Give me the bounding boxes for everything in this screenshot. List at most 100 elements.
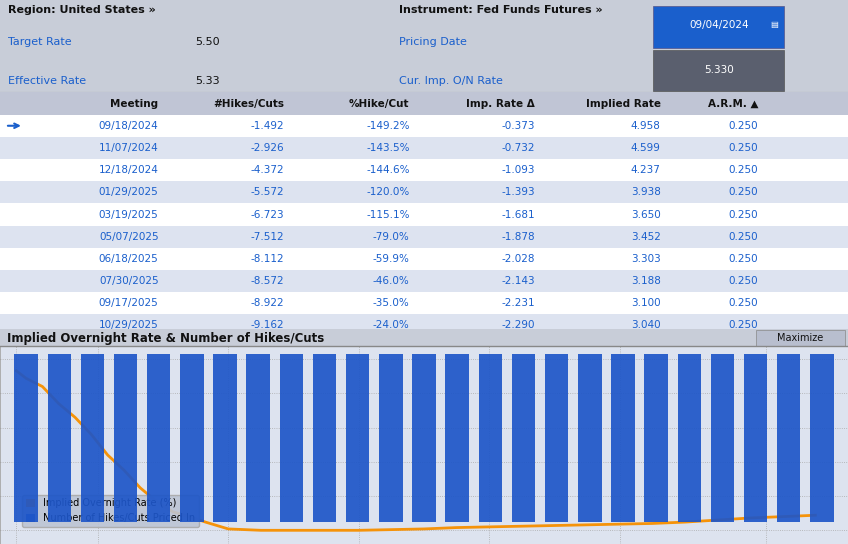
Text: 0.250: 0.250	[728, 165, 758, 175]
Bar	[379, 355, 403, 522]
Text: 5.330: 5.330	[704, 65, 734, 75]
Text: -1.492: -1.492	[250, 121, 284, 131]
FancyBboxPatch shape	[0, 203, 848, 226]
FancyBboxPatch shape	[653, 50, 784, 91]
Text: 4.237: 4.237	[631, 165, 661, 175]
FancyBboxPatch shape	[653, 5, 784, 48]
Text: 3.938: 3.938	[631, 187, 661, 197]
Text: -24.0%: -24.0%	[373, 320, 410, 330]
FancyBboxPatch shape	[0, 181, 848, 203]
Bar	[611, 355, 634, 522]
Bar	[14, 355, 38, 522]
FancyBboxPatch shape	[0, 292, 848, 314]
Text: -0.732: -0.732	[501, 143, 535, 153]
Text: 09/04/2024: 09/04/2024	[689, 20, 749, 30]
Text: -8.922: -8.922	[250, 298, 284, 308]
Text: 5.50: 5.50	[195, 37, 220, 47]
Text: 0.250: 0.250	[728, 254, 758, 264]
Bar	[777, 355, 801, 522]
Bar	[214, 355, 237, 522]
Text: 0.250: 0.250	[728, 276, 758, 286]
Text: Implied Rate: Implied Rate	[586, 98, 661, 109]
Text: 4.599: 4.599	[631, 143, 661, 153]
Text: -120.0%: -120.0%	[366, 187, 410, 197]
Text: 0.250: 0.250	[728, 143, 758, 153]
Text: -1.681: -1.681	[501, 209, 535, 220]
Bar	[147, 355, 170, 522]
Text: -2.028: -2.028	[501, 254, 535, 264]
Text: Meeting: Meeting	[110, 98, 159, 109]
Bar	[114, 355, 137, 522]
FancyBboxPatch shape	[0, 314, 848, 337]
Text: 3.650: 3.650	[631, 209, 661, 220]
Text: -2.926: -2.926	[250, 143, 284, 153]
Text: 07/30/2025: 07/30/2025	[99, 276, 159, 286]
Text: -0.373: -0.373	[501, 121, 535, 131]
Text: 05/07/2025: 05/07/2025	[99, 232, 159, 242]
Text: 0.250: 0.250	[728, 298, 758, 308]
Text: Target Rate: Target Rate	[8, 37, 72, 47]
FancyBboxPatch shape	[0, 115, 848, 137]
Text: Implied Overnight Rate & Number of Hikes/Cuts: Implied Overnight Rate & Number of Hikes…	[7, 332, 324, 345]
Text: 0.250: 0.250	[728, 320, 758, 330]
Bar	[744, 355, 767, 522]
Text: -8.112: -8.112	[250, 254, 284, 264]
Text: Imp. Rate Δ: Imp. Rate Δ	[466, 98, 535, 109]
Text: -59.9%: -59.9%	[373, 254, 410, 264]
Bar	[545, 355, 568, 522]
FancyBboxPatch shape	[0, 137, 848, 159]
FancyBboxPatch shape	[0, 270, 848, 292]
FancyBboxPatch shape	[0, 159, 848, 181]
Text: -4.372: -4.372	[250, 165, 284, 175]
Text: Cur. Imp. O/N Rate: Cur. Imp. O/N Rate	[399, 76, 502, 86]
Text: 4.958: 4.958	[631, 121, 661, 131]
Text: 12/18/2024: 12/18/2024	[98, 165, 159, 175]
Bar	[511, 355, 535, 522]
Text: 03/19/2025: 03/19/2025	[99, 209, 159, 220]
Text: -79.0%: -79.0%	[373, 232, 410, 242]
Bar	[644, 355, 668, 522]
Bar	[313, 355, 337, 522]
Text: -8.572: -8.572	[250, 276, 284, 286]
Text: 09/17/2025: 09/17/2025	[99, 298, 159, 308]
Text: -35.0%: -35.0%	[373, 298, 410, 308]
Text: -1.878: -1.878	[501, 232, 535, 242]
Text: 3.452: 3.452	[631, 232, 661, 242]
Text: -1.393: -1.393	[501, 187, 535, 197]
Text: 5.33: 5.33	[195, 76, 220, 86]
Text: -1.093: -1.093	[501, 165, 535, 175]
Bar	[711, 355, 734, 522]
Text: 06/18/2025: 06/18/2025	[99, 254, 159, 264]
Text: -2.231: -2.231	[501, 298, 535, 308]
Bar	[180, 355, 204, 522]
Bar	[412, 355, 436, 522]
Text: -2.143: -2.143	[501, 276, 535, 286]
Text: %Hike/Cut: %Hike/Cut	[349, 98, 410, 109]
Text: Instrument: Fed Funds Futures »: Instrument: Fed Funds Futures »	[399, 5, 602, 15]
Text: -7.512: -7.512	[250, 232, 284, 242]
Text: Effective Rate: Effective Rate	[8, 76, 86, 86]
Text: ▤: ▤	[770, 21, 778, 29]
Bar	[578, 355, 601, 522]
Text: -6.723: -6.723	[250, 209, 284, 220]
Text: 09/18/2024: 09/18/2024	[99, 121, 159, 131]
Text: -115.1%: -115.1%	[366, 209, 410, 220]
Text: -5.572: -5.572	[250, 187, 284, 197]
Text: -9.162: -9.162	[250, 320, 284, 330]
Text: 0.250: 0.250	[728, 121, 758, 131]
Text: 11/07/2024: 11/07/2024	[99, 143, 159, 153]
Bar	[247, 355, 270, 522]
Text: -149.2%: -149.2%	[366, 121, 410, 131]
Text: -46.0%: -46.0%	[373, 276, 410, 286]
FancyBboxPatch shape	[0, 248, 848, 270]
Text: Maximize: Maximize	[778, 333, 823, 343]
Text: 0.250: 0.250	[728, 187, 758, 197]
Text: 0.250: 0.250	[728, 232, 758, 242]
Text: Region: United States »: Region: United States »	[8, 5, 156, 15]
Text: -143.5%: -143.5%	[366, 143, 410, 153]
Text: 3.303: 3.303	[631, 254, 661, 264]
Bar	[478, 355, 502, 522]
Text: 0.250: 0.250	[728, 209, 758, 220]
Bar	[346, 355, 370, 522]
Bar	[280, 355, 303, 522]
